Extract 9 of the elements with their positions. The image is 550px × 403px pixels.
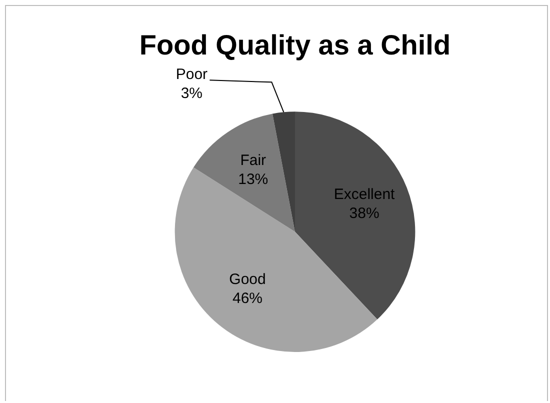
slice-label: Excellent xyxy=(334,186,396,204)
slice-label: Poor xyxy=(176,66,208,83)
slice-label: Fair xyxy=(240,152,266,169)
data-label: 3% xyxy=(180,84,203,102)
chart-title: Food Quality as a Child xyxy=(139,30,451,61)
data-label: 38% xyxy=(349,205,380,222)
data-label: 13% xyxy=(238,170,268,188)
slice-label: Good xyxy=(229,270,266,288)
data-label: 46% xyxy=(232,290,263,307)
